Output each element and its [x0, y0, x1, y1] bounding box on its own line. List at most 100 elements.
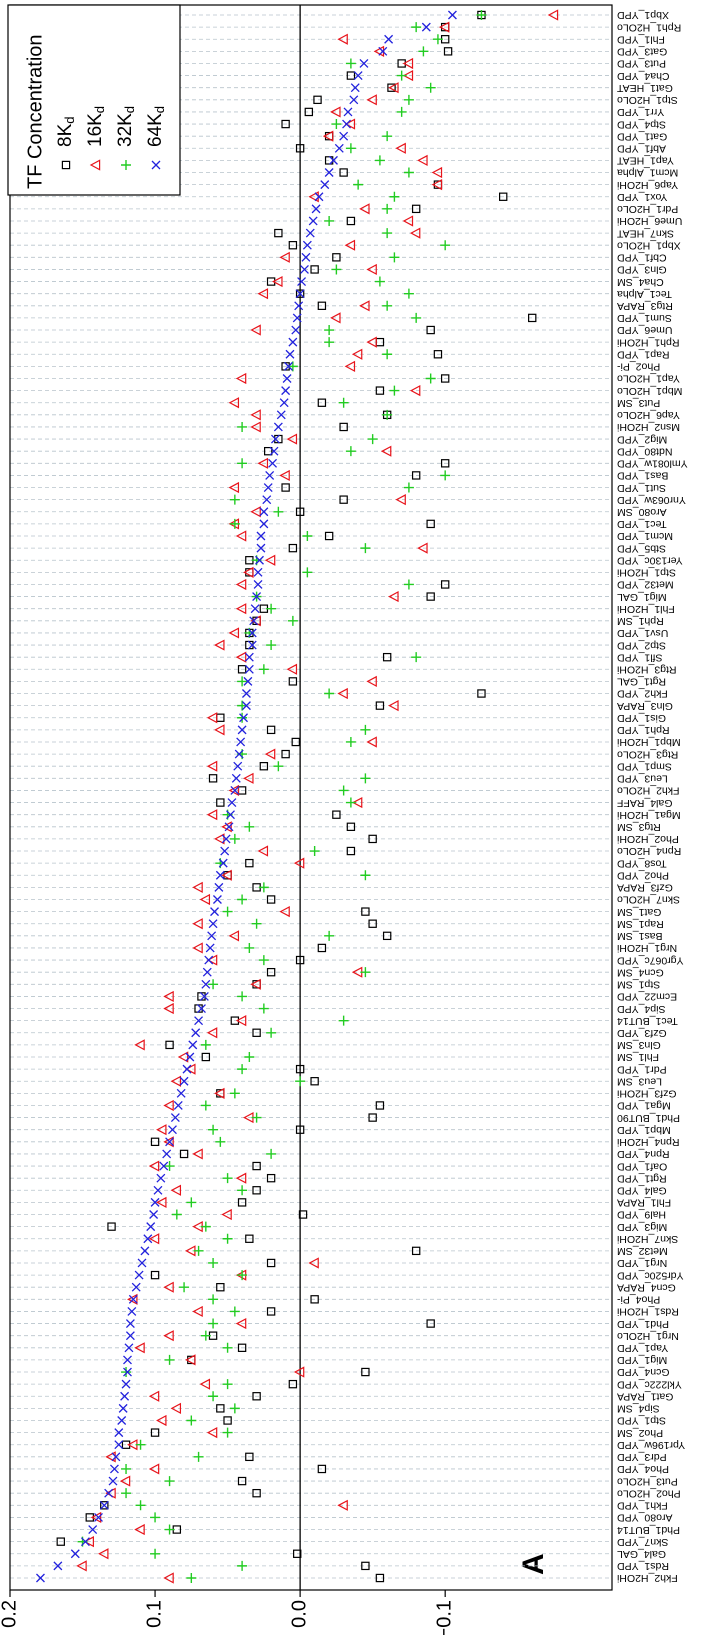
point-cross [185, 1052, 195, 1062]
point-square [304, 107, 314, 117]
point-cross [342, 119, 351, 129]
x-tick-label: Yap1_YPD [617, 1342, 669, 1354]
x-tick-label: Rtg3_SM [617, 821, 661, 833]
point-triangle [330, 106, 341, 118]
point-cross [300, 264, 309, 274]
x-tick-label: Gat1_YPD [617, 130, 668, 142]
point-triangle [228, 930, 240, 942]
x-tick-label: Mbp1_YPD [617, 1124, 671, 1136]
point-cross [117, 1416, 127, 1425]
point-square [208, 774, 218, 783]
point-triangle [228, 481, 240, 494]
point-plus [374, 155, 385, 166]
point-plus [121, 1488, 132, 1499]
point-square [339, 495, 348, 504]
point-plus [222, 1173, 233, 1184]
point-cross [179, 1076, 189, 1086]
point-plus [345, 736, 356, 747]
point-cross [114, 1428, 124, 1438]
x-tick-label: Fkh2_H2OLo [617, 785, 680, 797]
x-tick-label: Ydr520c_YPD [617, 1269, 684, 1281]
point-triangle [163, 1099, 174, 1112]
point-plus [266, 1148, 277, 1159]
point-cross [239, 713, 249, 723]
point-cross [253, 567, 263, 577]
point-square [288, 241, 298, 250]
point-cross [253, 580, 263, 589]
point-plus [382, 228, 393, 239]
point-triangle [402, 69, 414, 82]
point-square [266, 1307, 276, 1316]
point-triangle [192, 918, 203, 930]
point-cross [291, 325, 301, 335]
x-tick-label: Yrr1_YPD [617, 106, 665, 118]
point-square [288, 543, 298, 553]
x-tick-label: Skn7_HEAT [616, 227, 674, 239]
point-cross [99, 1500, 109, 1510]
x-tick-label: Mga1_H2OHi [617, 809, 681, 821]
point-triangle [388, 82, 399, 94]
point-plus [389, 252, 400, 263]
point-cross [191, 1028, 201, 1038]
point-square [259, 762, 269, 771]
y-tick-label: 0.2 [0, 1600, 20, 1628]
point-cross [244, 664, 254, 674]
point-square [245, 1452, 254, 1462]
point-cross [188, 1040, 198, 1050]
point-cross [305, 228, 315, 238]
x-tick-label: Stp1_H2OLo [617, 94, 678, 106]
point-square [339, 422, 348, 432]
point-cross [288, 337, 298, 347]
point-triangle [163, 1330, 174, 1342]
point-square [201, 1052, 211, 1062]
x-tick-label: Gal4_YPD [617, 1184, 667, 1196]
point-cross [205, 943, 215, 953]
x-tick-label: Gat1_SM [617, 906, 661, 918]
point-triangle [308, 1257, 319, 1269]
point-square [317, 301, 327, 310]
point-triangle [177, 1051, 189, 1063]
point-square [121, 1440, 131, 1449]
point-square [252, 1028, 261, 1037]
point-cross [212, 895, 222, 904]
point-cross [53, 1561, 63, 1571]
legend-label: 16Kd [85, 106, 107, 147]
point-cross [208, 919, 218, 929]
point-square [310, 1295, 319, 1304]
point-triangle [214, 724, 225, 736]
point-plus [324, 325, 335, 336]
point-square [295, 1125, 305, 1134]
point-cross [247, 640, 257, 650]
x-tick-label: Mig2_YPD [617, 433, 668, 445]
x-tick-label: Abf1_YPD [617, 142, 666, 154]
point-plus [396, 106, 407, 117]
point-cross [36, 1573, 45, 1583]
x-tick-label: Pho2_H2OLo [617, 1487, 681, 1499]
point-cross [324, 168, 334, 177]
point-cross [170, 1113, 180, 1123]
point-cross [125, 1319, 135, 1329]
x-tick-label: Rpn4_H2OHi [617, 1136, 679, 1148]
point-plus [396, 70, 407, 81]
point-square [266, 1258, 276, 1268]
point-square [165, 1040, 174, 1050]
point-cross [284, 361, 293, 371]
point-triangle [293, 857, 305, 869]
point-square [368, 834, 377, 844]
x-tick-label: Rgt1_YPD [617, 1172, 667, 1184]
point-plus [186, 1415, 197, 1426]
point-plus [287, 615, 298, 626]
point-triangle [134, 1342, 145, 1354]
point-square [252, 1392, 261, 1401]
point-triangle [235, 1172, 247, 1184]
point-plus [440, 240, 451, 251]
point-cross [247, 628, 257, 638]
legend-box [7, 4, 181, 196]
point-plus [200, 1100, 211, 1111]
x-tick-label: Rph1_H2OLo [617, 21, 681, 33]
point-plus [251, 1112, 262, 1123]
point-cross [182, 1064, 192, 1074]
point-triangle [322, 130, 334, 142]
point-cross [194, 1016, 204, 1026]
point-plus [164, 1524, 175, 1535]
